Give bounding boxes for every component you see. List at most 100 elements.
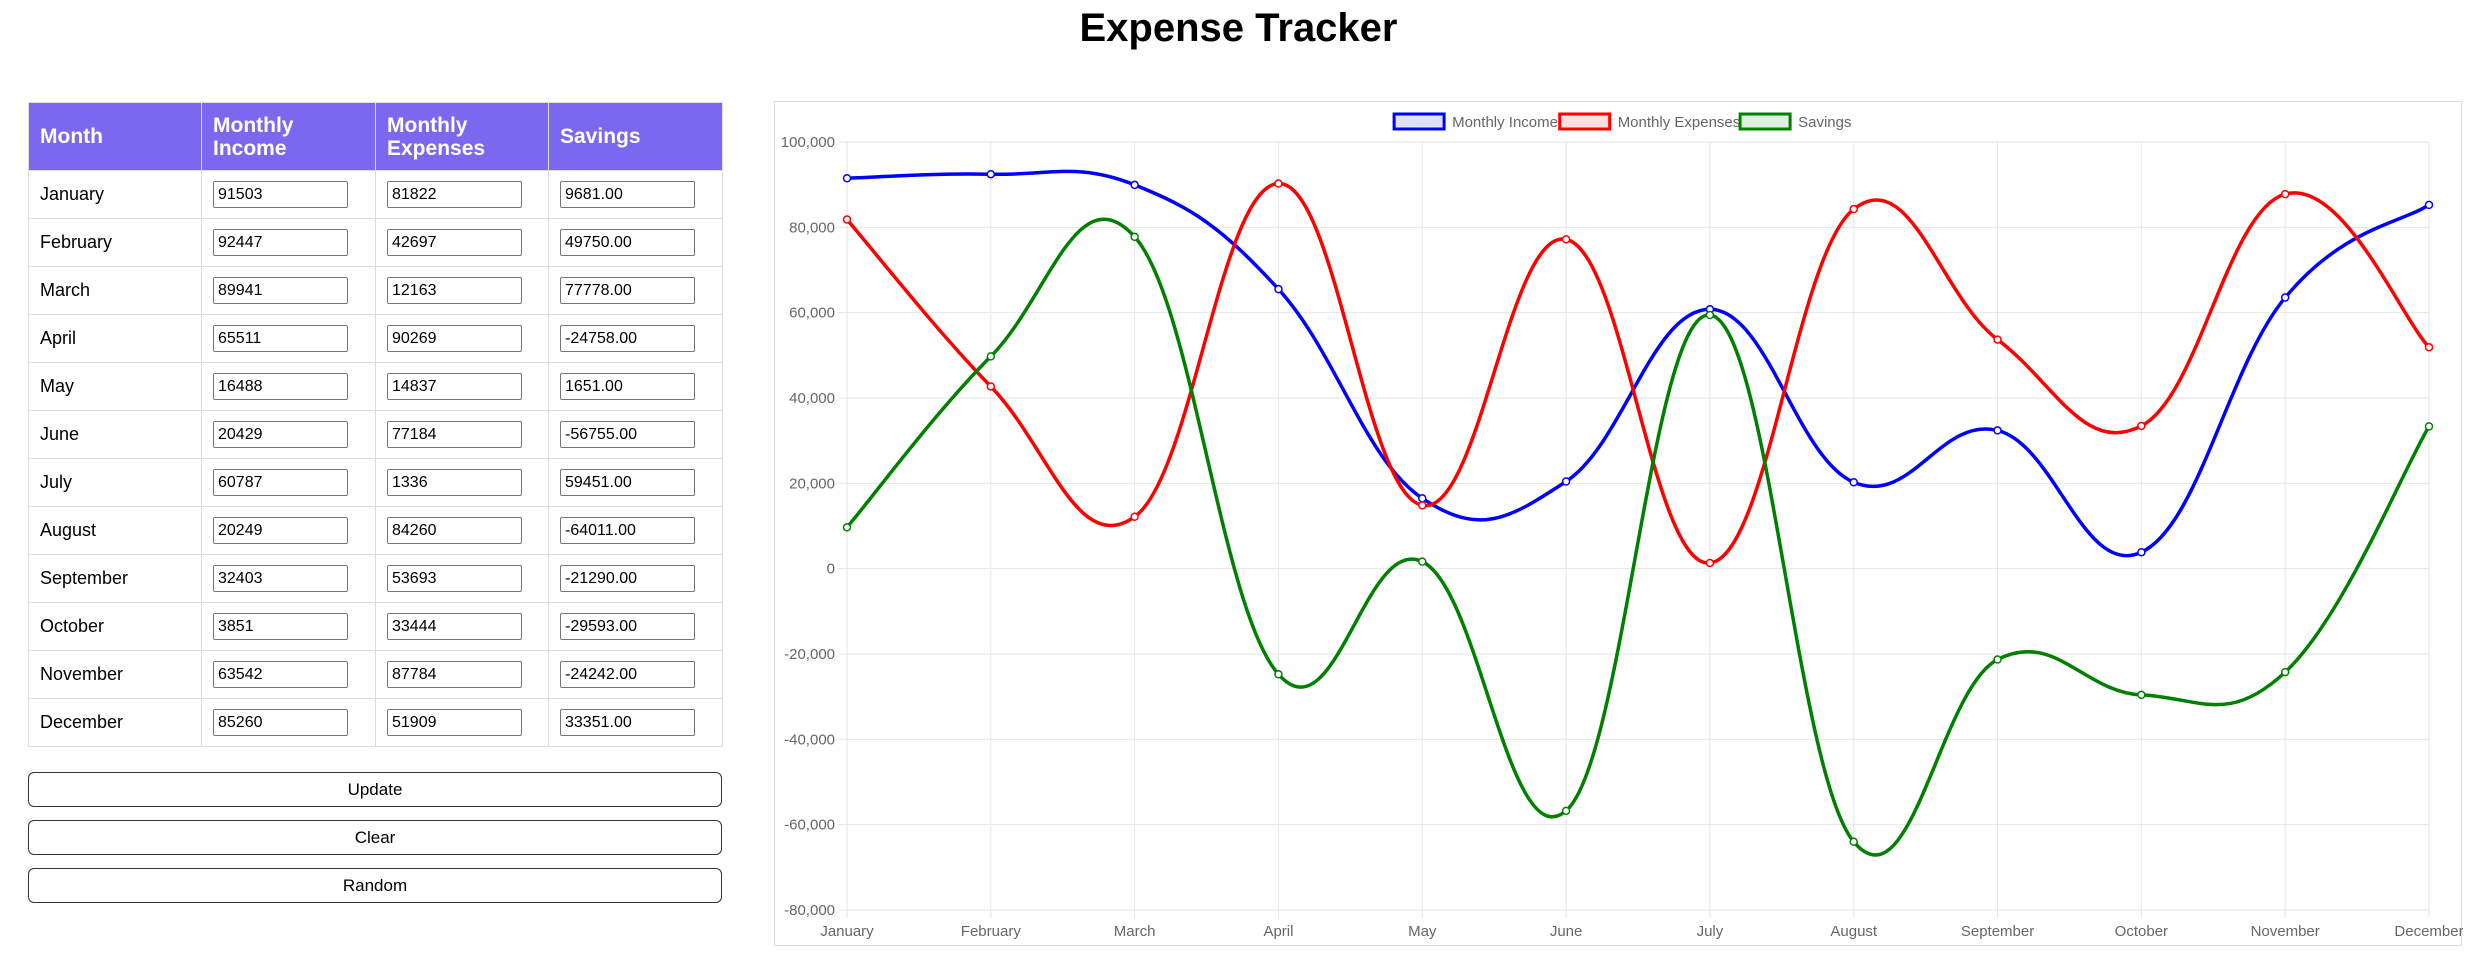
savings-input[interactable] xyxy=(560,325,695,352)
column-header-savings: Savings xyxy=(548,102,723,171)
income-cell xyxy=(201,650,376,699)
savings-cell xyxy=(548,554,723,603)
income-input[interactable] xyxy=(213,325,348,352)
savings-input[interactable] xyxy=(560,229,695,256)
expenses-cell xyxy=(375,554,549,603)
expenses-input[interactable] xyxy=(387,709,522,736)
expenses-cell xyxy=(375,362,549,411)
monthly-expenses-point xyxy=(2280,189,2290,199)
savings-cell xyxy=(548,218,723,267)
savings-point xyxy=(1849,837,1858,847)
monthly-expenses-line xyxy=(845,181,2431,565)
expenses-input[interactable] xyxy=(387,661,522,688)
y-tick-label: -40,000 xyxy=(784,731,835,748)
income-cell xyxy=(201,218,376,267)
income-input[interactable] xyxy=(213,373,348,400)
x-tick-label: May xyxy=(1408,923,1437,940)
savings-cell xyxy=(548,266,723,315)
expenses-input[interactable] xyxy=(387,277,522,304)
income-cell xyxy=(201,458,376,507)
expenses-cell xyxy=(375,698,549,747)
table-header-row: Month Monthly Income Monthly Expenses Sa… xyxy=(28,102,723,171)
expense-chart: 100,000 80,000 60,000 40,000 20,000 0 -20,000 -… xyxy=(774,101,2463,946)
income-cell xyxy=(201,554,376,603)
month-cell: August xyxy=(28,506,202,555)
savings-input[interactable] xyxy=(560,421,695,448)
monthly-income-point xyxy=(2137,547,2146,557)
savings-cell xyxy=(548,506,723,555)
monthly-expenses-point xyxy=(986,382,996,391)
table-row: September xyxy=(28,554,723,603)
x-tick-label: September xyxy=(1961,923,2034,940)
expenses-input[interactable] xyxy=(387,613,522,640)
monthly-income-point xyxy=(1274,284,1283,294)
savings-point xyxy=(1274,670,1283,679)
expense-table: Month Monthly Income Monthly Expenses Sa… xyxy=(28,102,723,747)
savings-input[interactable] xyxy=(560,661,695,688)
savings-input[interactable] xyxy=(560,469,695,496)
expenses-input[interactable] xyxy=(387,565,522,592)
legend-label-savings: Savings xyxy=(1798,114,1851,131)
savings-input[interactable] xyxy=(560,277,695,304)
x-tick-label: October xyxy=(2115,923,2168,940)
monthly-expenses-point xyxy=(1705,558,1715,568)
savings-point xyxy=(1130,232,1139,242)
x-tick-label: December xyxy=(2394,923,2463,940)
income-input[interactable] xyxy=(213,565,348,592)
y-tick-label: -80,000 xyxy=(784,902,835,919)
month-cell: May xyxy=(28,362,202,411)
savings-input[interactable] xyxy=(560,709,695,736)
income-input[interactable] xyxy=(213,421,348,448)
savings-input[interactable] xyxy=(560,613,695,640)
expenses-input[interactable] xyxy=(387,373,522,400)
legend-swatch-monthly-income xyxy=(1392,112,1446,131)
expenses-cell xyxy=(375,266,549,315)
income-input[interactable] xyxy=(213,613,348,640)
income-input[interactable] xyxy=(213,229,348,256)
savings-point xyxy=(2424,422,2434,431)
savings-input[interactable] xyxy=(560,517,695,544)
column-header-month: Month xyxy=(28,102,202,171)
table-row: July xyxy=(28,458,723,507)
clear-button[interactable]: Clear xyxy=(28,820,722,855)
income-input[interactable] xyxy=(213,181,348,208)
expenses-input[interactable] xyxy=(387,181,522,208)
table-row: March xyxy=(28,266,723,315)
savings-cell xyxy=(548,602,723,651)
expenses-cell xyxy=(375,170,549,219)
expenses-input[interactable] xyxy=(387,469,522,496)
table-body: JanuaryFebruaryMarchAprilMayJuneJulyAugu… xyxy=(28,170,723,747)
random-button[interactable]: Random xyxy=(28,868,722,903)
savings-input[interactable] xyxy=(560,181,695,208)
expenses-input[interactable] xyxy=(387,421,522,448)
income-cell xyxy=(201,314,376,363)
savings-point xyxy=(1418,557,1427,566)
table-row: October xyxy=(28,602,723,651)
expenses-cell xyxy=(375,314,549,363)
month-cell: February xyxy=(28,218,202,267)
income-input[interactable] xyxy=(213,469,348,496)
table-row: November xyxy=(28,650,723,699)
expenses-input[interactable] xyxy=(387,325,522,352)
table-row: June xyxy=(28,410,723,459)
savings-input[interactable] xyxy=(560,565,695,592)
savings-cell xyxy=(548,314,723,363)
month-cell: June xyxy=(28,410,202,459)
expenses-cell xyxy=(375,458,549,507)
y-tick-label: 80,000 xyxy=(789,219,835,236)
expenses-input[interactable] xyxy=(387,229,522,256)
income-input[interactable] xyxy=(213,661,348,688)
income-cell xyxy=(201,266,376,315)
income-input[interactable] xyxy=(213,517,348,544)
savings-input[interactable] xyxy=(560,373,695,400)
month-cell: April xyxy=(28,314,202,363)
income-input[interactable] xyxy=(213,277,348,304)
income-input[interactable] xyxy=(213,709,348,736)
savings-point xyxy=(1561,806,1571,816)
table-row: May xyxy=(28,362,723,411)
expenses-input[interactable] xyxy=(387,517,522,544)
x-tick-label: March xyxy=(1114,923,1156,940)
update-button[interactable]: Update xyxy=(28,772,722,807)
y-tick-label: 60,000 xyxy=(789,305,835,322)
savings-cell xyxy=(548,698,723,747)
